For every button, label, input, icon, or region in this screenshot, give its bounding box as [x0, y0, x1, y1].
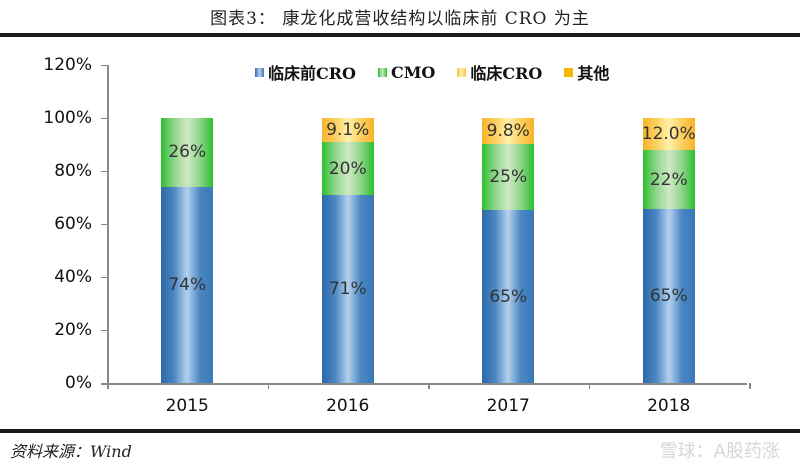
legend-swatch-green-icon [377, 67, 387, 77]
bar-segment-2016: 9.1% [321, 118, 374, 143]
legend-item-other: 其他 [564, 60, 609, 84]
bar-segment-2016: 71% [321, 195, 374, 383]
legend: 临床前CRO CMO 临床CRO 其他 [255, 60, 609, 84]
y-tick-label: 60% [54, 214, 92, 234]
y-tick-label: 20% [54, 320, 92, 340]
bottom-divider [0, 429, 800, 433]
x-tick-label: 2018 [647, 396, 691, 416]
legend-label: CMO [390, 62, 436, 82]
y-tick [101, 277, 107, 278]
bar-segment-2018: 12.0% [642, 118, 696, 151]
top-divider [0, 33, 800, 37]
bar-segment-2015: 26% [161, 118, 214, 187]
x-tick [107, 383, 109, 389]
bar-segment-2015: 74% [161, 186, 214, 383]
y-tick-label: 0% [65, 373, 92, 393]
bar-segment-2016: 20% [321, 142, 374, 196]
x-tick [267, 383, 269, 389]
y-tick [101, 224, 107, 225]
bar-segment-2017: 25% [482, 144, 535, 211]
legend-label: 临床前CRO [268, 64, 356, 83]
y-tick [101, 65, 107, 66]
x-tick-label: 2016 [326, 396, 370, 416]
legend-item-clinical-cro: 临床CRO [457, 60, 542, 84]
x-axis [101, 383, 747, 385]
legend-label: 临床CRO [470, 64, 543, 83]
legend-swatch-blue-icon [255, 67, 264, 77]
x-tick-label: 2015 [165, 396, 209, 416]
bar-segment-2017: 65% [482, 210, 535, 383]
source-note: 资料来源：Wind [10, 442, 132, 461]
bar-segment-2018: 65% [642, 209, 695, 383]
legend-item-cmo: CMO [377, 62, 436, 82]
y-tick [101, 383, 107, 384]
y-tick [101, 171, 107, 172]
bar-segment-2017: 9.8% [482, 118, 535, 145]
y-tick [101, 118, 107, 119]
x-tick [428, 383, 430, 389]
x-tick-label: 2017 [486, 396, 530, 416]
x-tick [588, 383, 590, 389]
y-tick-label: 120% [43, 55, 92, 75]
legend-label: 其他 [577, 64, 610, 83]
chart-plot-area: 临床前CRO CMO 临床CRO 其他 0% 20% 40% 60% 80% 100% 12… [43, 55, 751, 416]
legend-swatch-orange-icon [564, 67, 574, 77]
y-tick [101, 330, 107, 331]
legend-item-preclinical-cro: 临床前CRO [255, 60, 356, 84]
y-tick-label: 100% [43, 108, 92, 128]
y-tick-label: 80% [54, 161, 92, 181]
legend-swatch-light-orange-icon [457, 67, 467, 77]
y-tick-label: 40% [54, 267, 92, 287]
y-axis [107, 65, 109, 384]
bar-segment-2018: 22% [642, 150, 695, 209]
x-tick [749, 383, 751, 389]
watermark: 雪球：A股药涨 [659, 441, 780, 462]
chart-title: 图表3： 康龙化成营收结构以临床前 CRO 为主 [210, 9, 590, 29]
